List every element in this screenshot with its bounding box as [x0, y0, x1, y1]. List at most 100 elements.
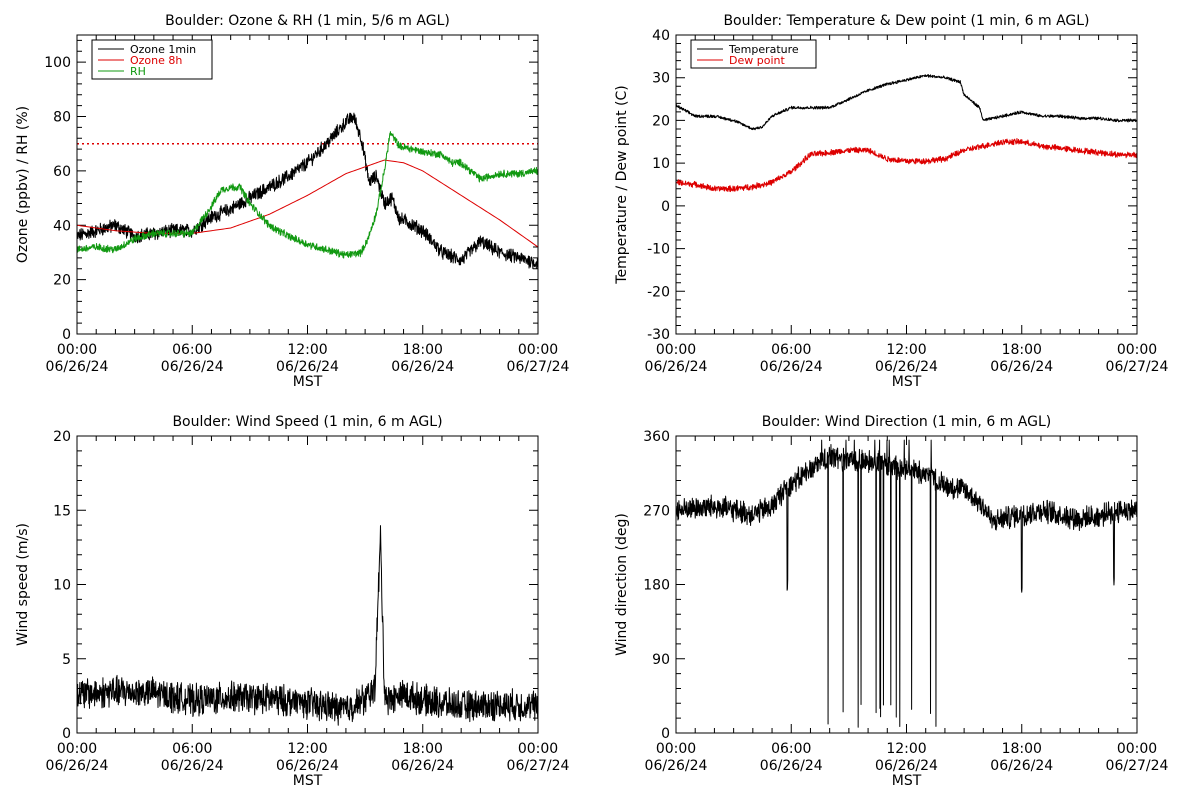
axis-ticks	[76, 35, 539, 335]
x-axis-label: MST	[293, 374, 323, 390]
plot-frame	[76, 34, 539, 335]
y-tick-label: -10	[647, 242, 670, 258]
legend-label: Ozone 1min	[130, 43, 196, 56]
y-tick-label: 40	[652, 28, 670, 44]
y-tick-label: 20	[53, 429, 71, 445]
x-tick-date: 06/27/24	[507, 758, 570, 774]
chart-title: Boulder: Temperature & Dew point (1 min,…	[723, 13, 1089, 29]
series-line-1	[676, 74, 1137, 131]
x-axis-label: MST	[892, 773, 922, 789]
x-tick-time: 00:00	[518, 741, 558, 757]
x-tick-time: 18:00	[403, 741, 443, 757]
chart-title: Boulder: Ozone & RH (1 min, 5/6 m AGL)	[165, 13, 450, 29]
series-line-1	[77, 112, 538, 270]
y-tick-label: 0	[661, 199, 670, 215]
chart-panel-2: Boulder: Temperature & Dew point (1 min,…	[614, 13, 1169, 390]
x-tick-date: 06/26/24	[990, 758, 1053, 774]
plot-frame	[76, 435, 539, 734]
series-group	[77, 525, 538, 726]
x-tick-time: 00:00	[57, 741, 97, 757]
y-tick-label: 0	[62, 327, 71, 343]
series-line-3	[77, 131, 538, 259]
y-axis-label: Wind direction (deg)	[614, 513, 630, 656]
y-tick-label: -20	[647, 284, 670, 300]
x-tick-date: 06/26/24	[46, 359, 109, 375]
y-tick-label: 10	[652, 156, 670, 172]
series-group	[676, 439, 1137, 728]
y-tick-label: 10	[53, 578, 71, 594]
x-tick-date: 06/26/24	[760, 359, 823, 375]
y-tick-label: 60	[53, 164, 71, 180]
chart-panel-1: Boulder: Ozone & RH (1 min, 5/6 m AGL) Oz…	[15, 13, 570, 390]
x-tick-time: 12:00	[886, 741, 926, 757]
y-tick-label: 180	[643, 578, 670, 594]
x-tick-time: 00:00	[57, 342, 97, 358]
series-group	[77, 112, 538, 270]
x-tick-time: 00:00	[656, 342, 696, 358]
y-tick-label: 0	[661, 726, 670, 742]
series-line-2	[676, 137, 1137, 193]
legend-label: Ozone 8h	[130, 54, 182, 67]
y-tick-label: 80	[53, 110, 71, 126]
y-tick-label: -30	[647, 327, 670, 343]
x-tick-date: 06/26/24	[276, 359, 339, 375]
y-tick-label: 20	[652, 113, 670, 129]
x-tick-time: 00:00	[518, 342, 558, 358]
chart-panel-3: Boulder: Wind Speed (1 min, 6 m AGL) Wind…	[15, 414, 570, 789]
x-axis-label: MST	[293, 773, 323, 789]
legend-label: Dew point	[729, 54, 785, 67]
x-tick-date: 06/26/24	[645, 359, 708, 375]
x-tick-date: 06/26/24	[391, 359, 454, 375]
x-tick-time: 06:00	[172, 741, 212, 757]
x-tick-time: 06:00	[771, 741, 811, 757]
x-tick-date: 06/26/24	[46, 758, 109, 774]
x-tick-date: 06/26/24	[875, 359, 938, 375]
chart-title: Boulder: Wind Direction (1 min, 6 m AGL)	[762, 414, 1051, 430]
x-tick-date: 06/27/24	[507, 359, 570, 375]
x-tick-time: 12:00	[287, 741, 327, 757]
x-tick-time: 18:00	[403, 342, 443, 358]
y-tick-label: 5	[62, 652, 71, 668]
x-tick-date: 06/27/24	[1106, 359, 1169, 375]
legend-box	[690, 39, 817, 69]
x-tick-time: 00:00	[1117, 342, 1157, 358]
chart-panel-4: Boulder: Wind Direction (1 min, 6 m AGL)…	[614, 414, 1169, 789]
y-tick-label: 90	[652, 652, 670, 668]
x-tick-date: 06/26/24	[391, 758, 454, 774]
y-tick-label: 0	[62, 726, 71, 742]
x-tick-date: 06/26/24	[161, 758, 224, 774]
series-line-1	[676, 439, 1137, 728]
legend-label: RH	[130, 65, 146, 78]
y-axis-label: Temperature / Dew point (C)	[614, 85, 630, 284]
x-tick-time: 18:00	[1002, 741, 1042, 757]
plot-frame	[675, 34, 1138, 335]
y-axis-label: Ozone (ppbv) / RH (%)	[15, 106, 31, 263]
y-tick-label: 20	[53, 273, 71, 289]
legend-label: Temperature	[728, 43, 799, 56]
x-tick-date: 06/26/24	[875, 758, 938, 774]
x-axis-label: MST	[892, 374, 922, 390]
x-tick-date: 06/26/24	[760, 758, 823, 774]
x-tick-time: 06:00	[771, 342, 811, 358]
x-tick-time: 00:00	[656, 741, 696, 757]
x-tick-date: 06/26/24	[161, 359, 224, 375]
x-tick-time: 00:00	[1117, 741, 1157, 757]
x-tick-time: 12:00	[287, 342, 327, 358]
x-tick-time: 12:00	[886, 342, 926, 358]
x-tick-date: 06/26/24	[645, 758, 708, 774]
x-tick-date: 06/27/24	[1106, 758, 1169, 774]
y-tick-label: 270	[643, 503, 670, 519]
x-tick-date: 06/26/24	[990, 359, 1053, 375]
y-tick-label: 40	[53, 218, 71, 234]
axis-ticks	[675, 435, 1138, 734]
x-tick-time: 18:00	[1002, 342, 1042, 358]
y-tick-label: 360	[643, 429, 670, 445]
series-line-1	[77, 525, 538, 726]
y-axis-label: Wind speed (m/s)	[15, 523, 31, 646]
chart-title: Boulder: Wind Speed (1 min, 6 m AGL)	[172, 414, 442, 430]
y-tick-label: 100	[44, 55, 71, 71]
x-tick-date: 06/26/24	[276, 758, 339, 774]
plot-frame	[675, 435, 1138, 734]
